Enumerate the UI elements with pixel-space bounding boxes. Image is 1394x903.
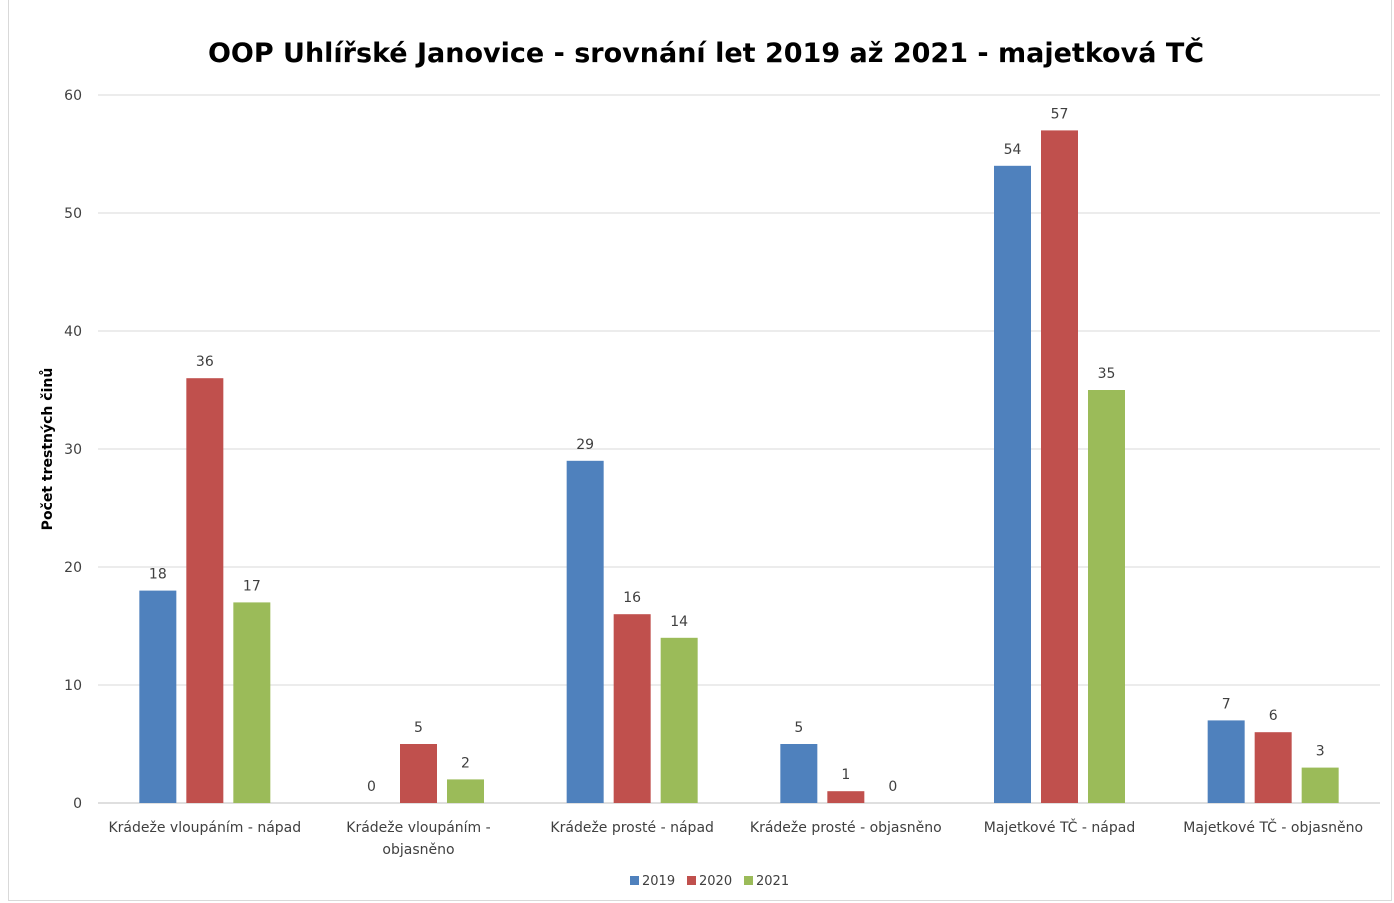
legend-label-2021: 2021 <box>756 874 789 889</box>
legend-swatch-2021 <box>744 876 753 885</box>
y-tick-label: 0 <box>73 796 82 812</box>
y-tick-label: 30 <box>64 442 82 458</box>
category-label: Krádeže prosté - objasněno <box>750 820 942 836</box>
chart-title: OOP Uhlířské Janovice - srovnání let 201… <box>208 37 1204 69</box>
data-label-2020: 6 <box>1269 708 1278 724</box>
category-label: Majetkové TČ - objasněno <box>1183 818 1363 836</box>
bar-2020 <box>400 744 437 803</box>
category-label: Majetkové TČ - nápad <box>984 818 1135 836</box>
bar-2020 <box>186 378 224 803</box>
y-tick-label: 40 <box>64 324 82 340</box>
y-tick-label: 50 <box>64 206 82 222</box>
bar-2021 <box>660 637 698 803</box>
bar-2020 <box>1041 130 1078 803</box>
bar-2019 <box>139 590 177 803</box>
y-tick-label: 60 <box>64 88 82 104</box>
y-axis-ticks: 0 10 20 30 40 50 60 <box>64 88 82 812</box>
category-label: Krádeže prosté - nápad <box>550 820 713 836</box>
category-label: objasněno <box>382 842 454 858</box>
data-label-2021: 0 <box>888 779 897 795</box>
data-label-2020: 16 <box>623 590 641 606</box>
data-label-2019: 7 <box>1222 696 1231 712</box>
legend-label-2019: 2019 <box>642 874 675 889</box>
legend-swatch-2020 <box>687 876 696 885</box>
bar-2021 <box>1301 767 1339 803</box>
bar-2020 <box>1254 732 1292 803</box>
data-label-2019: 54 <box>1004 142 1022 158</box>
legend-swatch-2019 <box>630 876 639 885</box>
data-label-2021: 17 <box>243 578 261 594</box>
bar-2021 <box>233 602 271 803</box>
data-label-2021: 3 <box>1316 744 1325 760</box>
data-label-2019: 0 <box>367 779 376 795</box>
bar-2021 <box>447 779 484 803</box>
bar-2019 <box>1207 720 1245 803</box>
data-labels: 18 36 17 0 5 2 29 16 14 5 1 0 54 57 35 7 6 3 <box>149 106 1325 795</box>
data-label-2021: 2 <box>461 755 470 771</box>
legend: 2019 2020 2021 <box>630 874 789 889</box>
bar-2020 <box>613 614 651 803</box>
y-axis-label: Počet trestných činů <box>39 368 56 531</box>
legend-label-2020: 2020 <box>699 874 732 889</box>
data-label-2020: 36 <box>196 354 214 370</box>
data-label-2021: 35 <box>1098 366 1116 382</box>
x-axis-categories: Krádeže vloupáním - nápad Krádeže vloupán… <box>108 818 1363 858</box>
bar-2021 <box>1088 390 1125 803</box>
data-label-2019: 18 <box>149 567 167 583</box>
y-tick-label: 10 <box>64 678 82 694</box>
bars <box>139 130 1339 804</box>
category-label: Krádeže vloupáním - <box>346 820 490 836</box>
bar-2019 <box>566 460 604 803</box>
gridlines <box>98 94 1380 804</box>
y-tick-label: 20 <box>64 560 82 576</box>
data-label-2020: 1 <box>841 767 850 783</box>
data-label-2021: 14 <box>670 614 688 630</box>
data-label-2019: 5 <box>794 720 803 736</box>
bar-2020 <box>827 791 865 803</box>
data-label-2020: 5 <box>414 720 423 736</box>
bar-2019 <box>780 744 818 803</box>
data-label-2020: 57 <box>1051 106 1069 122</box>
data-label-2019: 29 <box>576 437 594 453</box>
category-label: Krádeže vloupáním - nápad <box>108 820 301 836</box>
bar-2019 <box>994 165 1031 804</box>
